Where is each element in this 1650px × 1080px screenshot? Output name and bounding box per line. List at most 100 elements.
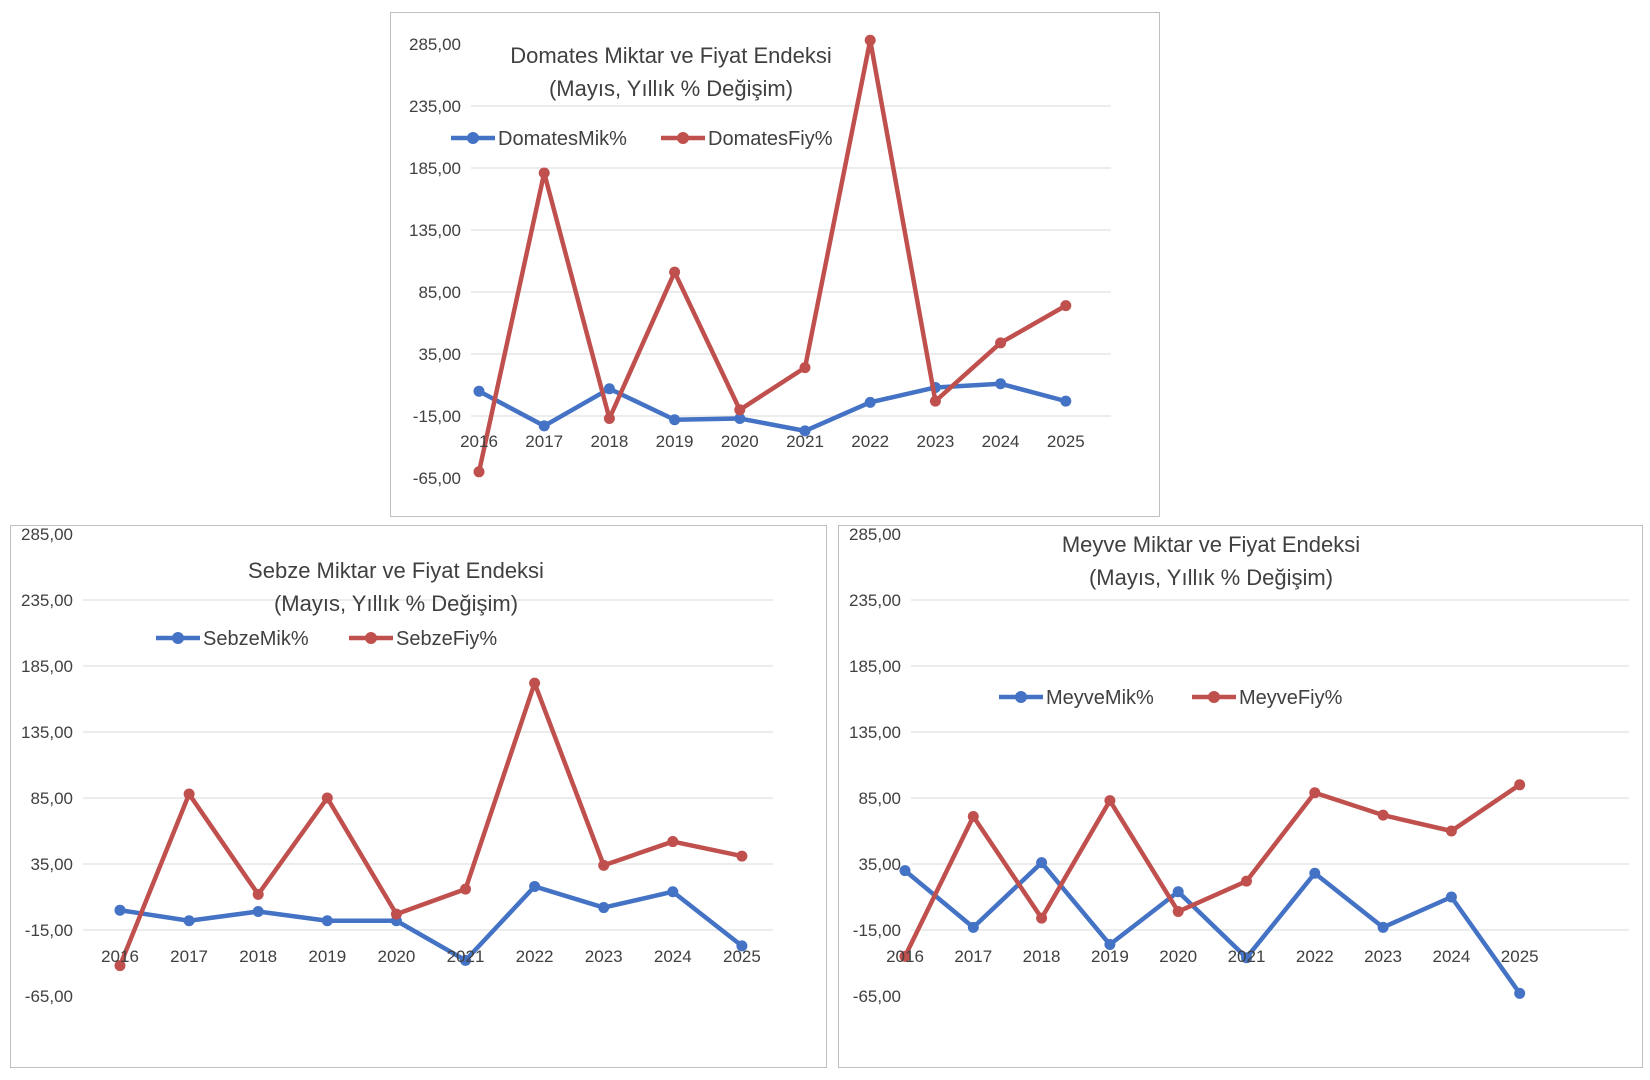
data-point [473, 385, 485, 397]
series-line-0 [903, 860, 1522, 995]
legend-label: MeyveFiy% [1239, 687, 1343, 709]
x-tick-label: 2017 [954, 947, 992, 966]
legend-marker [1015, 691, 1027, 703]
data-point [995, 378, 1007, 390]
data-point [1445, 825, 1457, 837]
data-point [460, 954, 471, 966]
data-point [1036, 857, 1048, 869]
y-tick-label: 135,00 [409, 221, 461, 240]
data-point [899, 950, 911, 962]
data-point [390, 908, 402, 920]
x-tick-label: 2025 [1047, 432, 1085, 451]
data-point [667, 836, 679, 848]
x-tick-label: 2018 [1023, 947, 1061, 966]
y-tick-label: 35,00 [858, 855, 901, 874]
data-point [736, 940, 748, 952]
data-point [538, 420, 550, 432]
y-tick-label: 85,00 [30, 789, 73, 808]
y-tick-label: 235,00 [409, 97, 461, 116]
x-tick-label: 2022 [851, 432, 889, 451]
data-point [1104, 795, 1116, 807]
data-point [995, 337, 1007, 349]
x-tick-label: 2020 [377, 947, 415, 966]
data-point [1445, 891, 1457, 903]
x-tick-label: 2022 [516, 947, 554, 966]
data-point [899, 865, 911, 877]
data-point [736, 850, 748, 862]
data-point [1172, 906, 1184, 918]
data-point [183, 788, 195, 800]
data-point [1514, 779, 1526, 791]
data-point [1309, 787, 1321, 799]
y-tick-label: 235,00 [849, 591, 901, 610]
series-line-1 [476, 38, 1067, 473]
x-tick-label: 2020 [721, 432, 759, 451]
series-line-0 [477, 381, 1067, 434]
data-point [1241, 875, 1252, 887]
data-point [799, 425, 811, 437]
domates-chart: 285,00 235,00 185,00 135,00 85,00 35,00 -15,00… [409, 34, 1111, 488]
meyve-chart-panel: 285,00 235,00 185,00 135,00 85,00 35,00 -15,00… [838, 525, 1643, 1068]
x-tick-label: 2025 [723, 947, 761, 966]
data-point [598, 902, 610, 914]
x-tick-label: 2016 [886, 947, 924, 966]
series-line-1 [117, 680, 743, 967]
series-line-1 [902, 782, 1521, 958]
data-point [529, 880, 541, 892]
data-point [1172, 886, 1184, 898]
data-point [252, 906, 264, 918]
y-tick-label: 35,00 [30, 855, 73, 874]
y-tick-label: 285,00 [849, 525, 901, 544]
y-tick-label: 85,00 [858, 789, 901, 808]
y-tick-label: 135,00 [849, 723, 901, 742]
data-point [864, 396, 876, 408]
data-point [1104, 939, 1116, 951]
data-point [321, 915, 333, 927]
data-point [1036, 912, 1048, 924]
data-point [252, 888, 264, 900]
legend-label: DomatesMik% [498, 128, 627, 150]
chart-subtitle: (Mayıs, Yıllık % Değişim) [274, 591, 518, 616]
data-point [799, 362, 811, 374]
y-tick-label: 35,00 [418, 345, 461, 364]
x-tick-label: 2021 [786, 432, 824, 451]
y-tick-label: 285,00 [409, 35, 461, 54]
legend-marker [467, 132, 479, 144]
data-point [734, 412, 746, 424]
data-point [1514, 987, 1526, 999]
x-tick-label: 2024 [982, 432, 1020, 451]
x-tick-label: 2021 [447, 947, 485, 966]
legend-marker [677, 132, 689, 144]
y-tick-label: 185,00 [849, 657, 901, 676]
data-point [929, 395, 941, 407]
data-point [864, 34, 876, 46]
x-tick-label: 2023 [585, 947, 623, 966]
data-point [529, 677, 541, 689]
x-tick-label: 2019 [656, 432, 694, 451]
y-tick-label: 135,00 [21, 723, 73, 742]
x-tick-label: 2023 [916, 432, 954, 451]
x-tick-label: 2020 [1159, 947, 1197, 966]
data-point [603, 383, 615, 395]
legend-label: SebzeMik% [203, 628, 309, 650]
y-tick-label: -15,00 [25, 921, 73, 940]
x-tick-label: 2022 [1296, 947, 1334, 966]
y-tick-label: -65,00 [25, 987, 73, 1006]
sebze-chart: 285,00 235,00 185,00 135,00 85,00 35,00 -15,00… [21, 525, 773, 1006]
data-point [1241, 952, 1252, 964]
y-tick-label: -15,00 [413, 407, 461, 426]
legend-label: DomatesFiy% [708, 128, 833, 150]
data-point [1060, 395, 1072, 407]
y-tick-label: 85,00 [418, 283, 461, 302]
data-point [321, 792, 333, 804]
data-point [1060, 300, 1072, 312]
chart-subtitle: (Mayıs, Yıllık % Değişim) [1089, 565, 1333, 590]
y-tick-label: 235,00 [21, 591, 73, 610]
data-point [1377, 809, 1389, 821]
y-tick-label: 185,00 [21, 657, 73, 676]
x-tick-label: 2018 [590, 432, 628, 451]
legend-label: MeyveMik% [1046, 687, 1154, 709]
x-tick-label: 2017 [170, 947, 208, 966]
meyve-chart: 285,00 235,00 185,00 135,00 85,00 35,00 -15,00… [849, 525, 1629, 1006]
chart-title: Sebze Miktar ve Fiyat Endeksi [248, 558, 544, 583]
